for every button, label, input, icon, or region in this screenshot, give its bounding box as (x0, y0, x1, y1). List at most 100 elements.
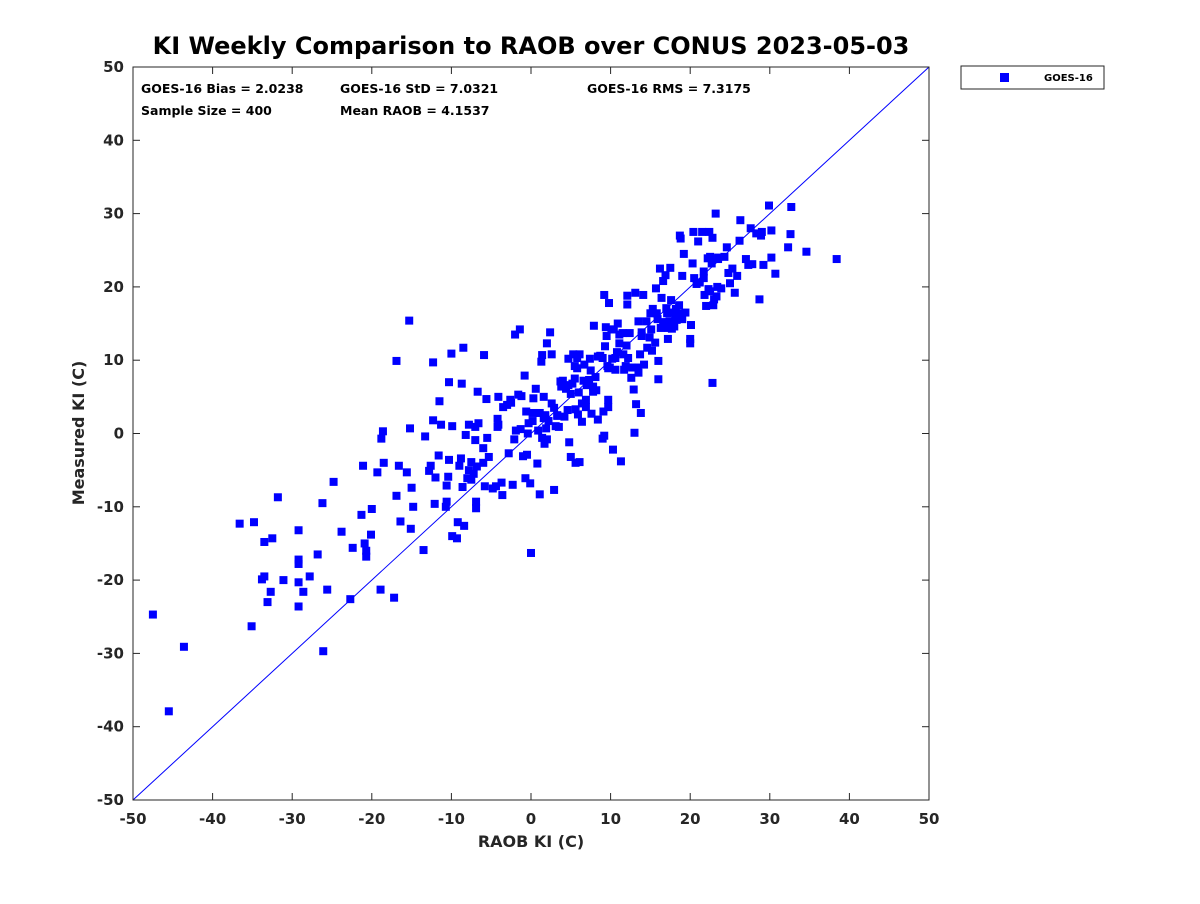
stat-std: GOES-16 StD = 7.0321 (340, 81, 498, 96)
data-point (378, 427, 387, 436)
data-point (520, 371, 529, 380)
data-point (406, 424, 415, 433)
data-point (642, 317, 651, 326)
data-point (589, 321, 598, 330)
data-point (651, 284, 660, 293)
data-point (623, 300, 632, 309)
data-point (294, 578, 303, 587)
data-point (656, 323, 665, 332)
data-point (517, 392, 526, 401)
data-point (445, 455, 454, 464)
data-point (724, 268, 733, 277)
data-point (445, 378, 454, 387)
data-point (759, 260, 768, 269)
y-tick-label: -40 (97, 718, 124, 736)
data-point (657, 293, 666, 302)
data-point (305, 572, 314, 581)
data-point (698, 227, 707, 236)
data-point (426, 461, 435, 470)
data-point (448, 422, 457, 431)
data-point (266, 587, 275, 596)
data-point (618, 329, 627, 338)
data-point (662, 304, 671, 313)
data-point (730, 288, 739, 297)
data-point (755, 295, 764, 304)
data-point (507, 398, 516, 407)
data-point (497, 478, 506, 487)
data-point (460, 521, 469, 530)
x-tick-label: 0 (526, 810, 536, 828)
data-point (491, 482, 500, 491)
data-point (609, 325, 618, 334)
data-point (679, 249, 688, 258)
data-point (648, 304, 657, 313)
data-point (540, 439, 549, 448)
data-point (402, 468, 411, 477)
data-point (531, 384, 540, 393)
data-point (582, 381, 591, 390)
data-point (553, 411, 562, 420)
data-point (434, 451, 443, 460)
data-point (299, 587, 308, 596)
data-point (705, 227, 714, 236)
data-point (604, 403, 613, 412)
data-point (294, 559, 303, 568)
data-point (457, 379, 466, 388)
data-point (645, 333, 654, 342)
data-point (442, 497, 451, 506)
data-point (429, 358, 438, 367)
x-tick-label: -50 (119, 810, 146, 828)
data-point (521, 474, 530, 483)
data-point (720, 252, 729, 261)
data-point (394, 461, 403, 470)
data-point (367, 504, 376, 513)
data-point (448, 532, 457, 541)
data-point (619, 350, 628, 359)
data-point (558, 376, 567, 385)
data-point (542, 339, 551, 348)
data-point (318, 499, 327, 508)
data-point (554, 422, 563, 431)
data-point (577, 417, 586, 426)
data-point (550, 403, 559, 412)
data-point (565, 438, 574, 447)
data-point (767, 253, 776, 262)
data-point (636, 408, 645, 417)
data-point (832, 255, 841, 264)
data-point (722, 243, 731, 252)
data-point (376, 585, 385, 594)
data-point (621, 362, 630, 371)
data-point (686, 334, 695, 343)
data-point (464, 420, 473, 429)
y-tick-label: 0 (114, 425, 124, 443)
data-point (474, 419, 483, 428)
data-point (623, 291, 632, 300)
data-point (602, 332, 611, 341)
data-point (268, 534, 277, 543)
data-point (672, 315, 681, 324)
data-point (593, 415, 602, 424)
data-point (431, 473, 440, 482)
data-point (557, 382, 566, 391)
data-point (681, 308, 690, 317)
data-point (453, 518, 462, 527)
data-point (746, 224, 755, 233)
data-point (452, 534, 461, 543)
data-point (421, 432, 430, 441)
data-point (323, 585, 332, 594)
data-point (294, 555, 303, 564)
data-point (690, 274, 699, 283)
data-point (294, 526, 303, 535)
y-tick-label: 40 (103, 131, 124, 149)
data-point (601, 323, 610, 332)
data-point (273, 493, 282, 502)
data-point (437, 420, 446, 429)
data-point (686, 339, 695, 348)
data-point (494, 392, 503, 401)
data-point (472, 497, 481, 506)
data-point (425, 466, 434, 475)
data-point (748, 260, 757, 269)
data-point (392, 491, 401, 500)
data-point (538, 351, 547, 360)
data-point (591, 373, 600, 382)
